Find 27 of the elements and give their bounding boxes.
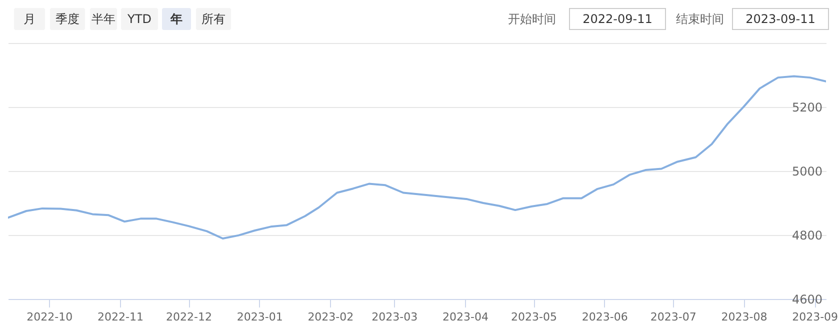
range-button[interactable]: 所有 [196, 8, 231, 30]
x-tick-label: 2022-12 [166, 310, 212, 324]
line-series [8, 75, 826, 240]
x-tick-label: 2022-11 [97, 310, 144, 324]
x-tick-label: 2023-03 [372, 310, 418, 324]
text: 结束时间 [676, 11, 724, 28]
y-tick-label: 4800 [792, 228, 822, 242]
range-button[interactable]: 年 [162, 8, 191, 30]
range-button[interactable]: 半年 [90, 8, 117, 30]
range-button[interactable]: 季度 [50, 8, 85, 30]
x-tick-label: 2023-05 [511, 310, 558, 324]
x-tick-label: 2023-04 [442, 310, 488, 324]
range-button[interactable]: 月 [14, 8, 45, 30]
y-tick-label: 5200 [792, 100, 822, 114]
x-tick-label: 2023-06 [582, 310, 628, 324]
x-tick-label: 2023-02 [308, 310, 354, 324]
y-tick-label: 5000 [792, 164, 822, 178]
y-tick-label: 4600 [792, 292, 822, 306]
x-tick-label: 2022-10 [26, 310, 73, 324]
x-tick-label: 2023-07 [650, 310, 696, 324]
text: 开始时间 [508, 11, 556, 28]
x-tick-label: 2023-01 [236, 310, 283, 324]
date-field[interactable]: 2022-09-11 [569, 8, 666, 30]
x-tick-label: 2023-08 [721, 310, 768, 324]
x-tick-label: 2023-09 [792, 310, 838, 324]
date-field[interactable]: 2023-09-11 [732, 8, 829, 30]
range-button[interactable]: YTD [121, 8, 158, 30]
